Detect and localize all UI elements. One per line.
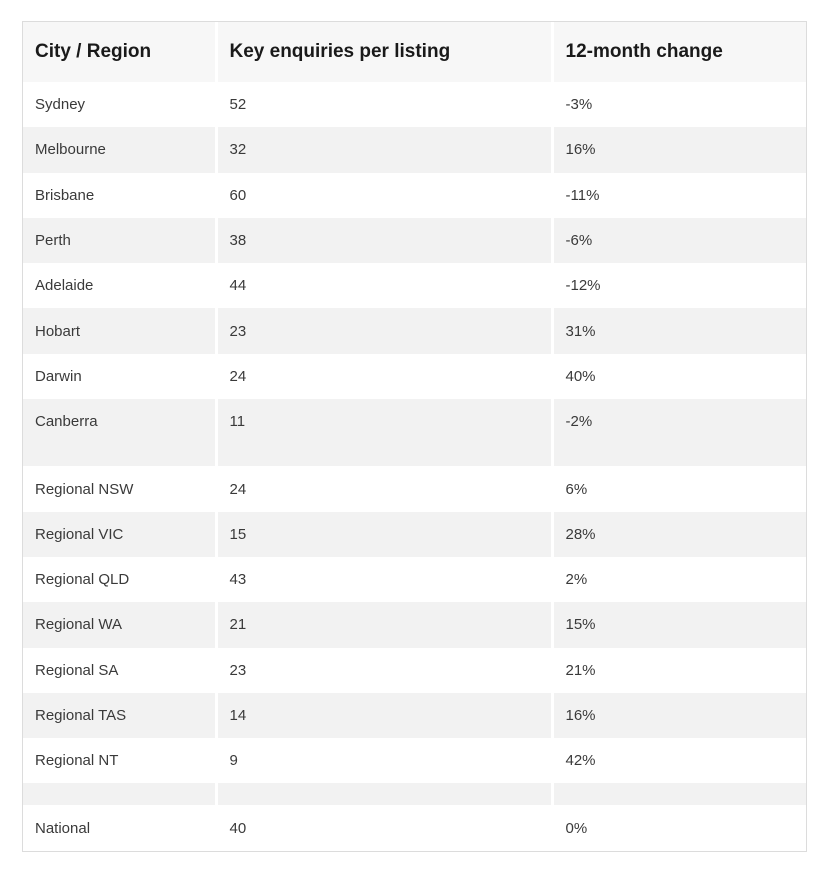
spacer-cell <box>216 783 554 806</box>
enquiries-table-container: City / Region Key enquiries per listing … <box>22 21 807 852</box>
table-row: Hobart 23 31% <box>23 308 806 354</box>
cell-12-month-change: -12% <box>552 263 806 309</box>
table-row: Regional NT 9 42% <box>23 738 806 784</box>
table-row: Regional TAS 14 16% <box>23 692 806 739</box>
cell-12-month-change: -2% <box>552 399 806 445</box>
spacer-cell <box>216 444 554 467</box>
table-row: Brisbane 60 -11% <box>23 172 806 218</box>
cell-12-month-change: 42% <box>552 738 806 784</box>
table-row: Sydney 52 -3% <box>23 82 806 128</box>
table-row: Regional NSW 24 6% <box>23 466 806 512</box>
cell-city-region: Adelaide <box>23 263 218 309</box>
table-row: Regional WA 21 15% <box>23 602 806 648</box>
cell-city-region: Regional NSW <box>23 466 218 512</box>
cell-12-month-change: 21% <box>552 647 806 693</box>
cell-city-region: Brisbane <box>23 172 218 218</box>
header-city-region: City / Region <box>23 22 218 82</box>
cell-city-region: Melbourne <box>23 127 218 173</box>
table-row: Darwin 24 40% <box>23 353 806 400</box>
header-12-month-change: 12-month change <box>552 22 806 82</box>
spacer-cell <box>552 783 806 806</box>
table-row: Canberra 11 -2% <box>23 399 806 445</box>
cell-key-enquiries: 38 <box>216 217 554 264</box>
cell-key-enquiries: 60 <box>216 172 554 218</box>
table-row: National 40 0% <box>23 805 806 851</box>
cell-12-month-change: 0% <box>552 805 806 851</box>
cell-key-enquiries: 15 <box>216 511 554 557</box>
cell-city-region: Regional NT <box>23 738 218 784</box>
header-key-enquiries: Key enquiries per listing <box>216 22 554 82</box>
cell-12-month-change: 16% <box>552 127 806 173</box>
cell-city-region: Perth <box>23 217 218 264</box>
cell-key-enquiries: 14 <box>216 692 554 739</box>
table-header: City / Region Key enquiries per listing … <box>23 22 806 82</box>
cell-key-enquiries: 23 <box>216 647 554 693</box>
cell-city-region: Regional TAS <box>23 692 218 739</box>
cell-12-month-change: -3% <box>552 82 806 128</box>
cell-key-enquiries: 44 <box>216 263 554 309</box>
cell-key-enquiries: 43 <box>216 556 554 603</box>
table-row: Melbourne 32 16% <box>23 127 806 173</box>
cell-city-region: Canberra <box>23 399 218 445</box>
cell-12-month-change: 6% <box>552 466 806 512</box>
header-row: City / Region Key enquiries per listing … <box>23 22 806 82</box>
table-row: Perth 38 -6% <box>23 217 806 264</box>
table-row: Regional SA 23 21% <box>23 647 806 693</box>
cell-12-month-change: -11% <box>552 172 806 218</box>
cell-key-enquiries: 23 <box>216 308 554 354</box>
cell-key-enquiries: 11 <box>216 399 554 445</box>
cell-key-enquiries: 32 <box>216 127 554 173</box>
cell-12-month-change: 15% <box>552 602 806 648</box>
cell-12-month-change: 28% <box>552 511 806 557</box>
table-row: Adelaide 44 -12% <box>23 263 806 309</box>
cell-12-month-change: -6% <box>552 217 806 264</box>
cell-key-enquiries: 21 <box>216 602 554 648</box>
cell-12-month-change: 31% <box>552 308 806 354</box>
cell-city-region: Darwin <box>23 353 218 400</box>
cell-city-region: National <box>23 805 218 851</box>
cell-12-month-change: 2% <box>552 556 806 603</box>
group-spacer-row <box>23 444 806 467</box>
cell-key-enquiries: 52 <box>216 82 554 128</box>
spacer-cell <box>23 444 218 467</box>
cell-12-month-change: 16% <box>552 692 806 739</box>
spacer-cell <box>23 783 218 806</box>
group-spacer-row <box>23 783 806 806</box>
enquiries-table: City / Region Key enquiries per listing … <box>23 22 806 851</box>
table-row: Regional VIC 15 28% <box>23 511 806 557</box>
cell-key-enquiries: 9 <box>216 738 554 784</box>
cell-city-region: Regional QLD <box>23 556 218 603</box>
cell-key-enquiries: 40 <box>216 805 554 851</box>
cell-city-region: Regional VIC <box>23 511 218 557</box>
cell-city-region: Sydney <box>23 82 218 128</box>
cell-city-region: Regional WA <box>23 602 218 648</box>
cell-12-month-change: 40% <box>552 353 806 400</box>
table-row: Regional QLD 43 2% <box>23 556 806 603</box>
cell-key-enquiries: 24 <box>216 466 554 512</box>
cell-key-enquiries: 24 <box>216 353 554 400</box>
cell-city-region: Hobart <box>23 308 218 354</box>
cell-city-region: Regional SA <box>23 647 218 693</box>
spacer-cell <box>552 444 806 467</box>
table-body: Sydney 52 -3% Melbourne 32 16% Brisbane 60 -11% P… <box>23 82 806 851</box>
